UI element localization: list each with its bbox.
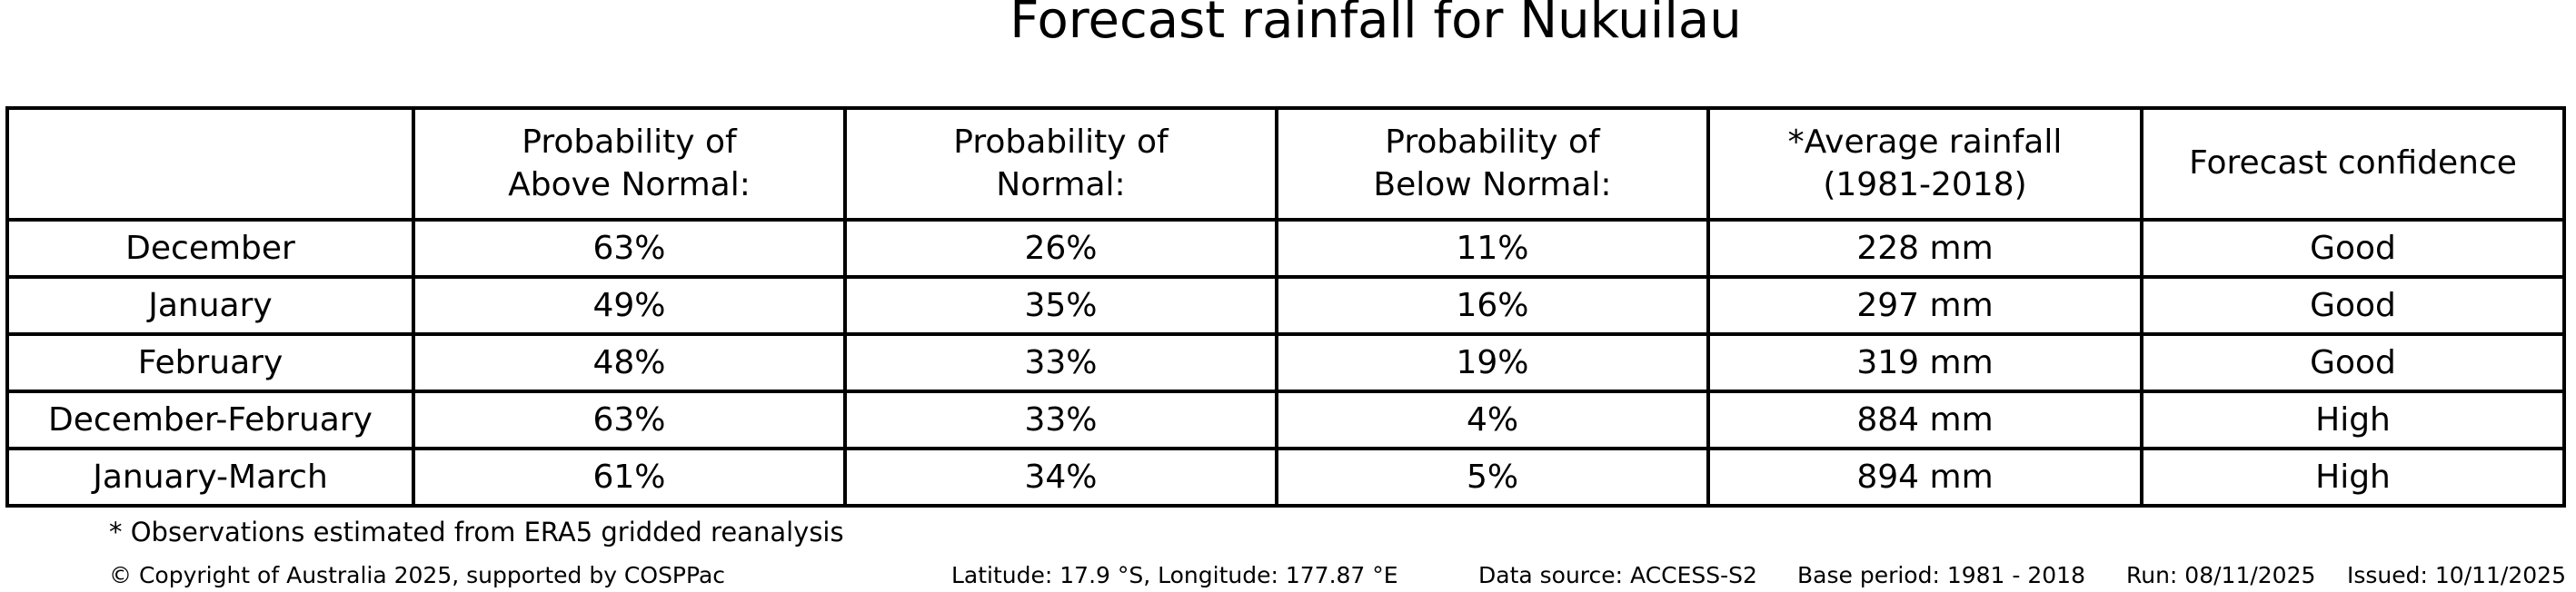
confidence-value: Good — [2140, 218, 2566, 279]
above-normal-value: 48% — [412, 332, 847, 393]
table-row-february: February 48% 33% 19% 319 mm Good — [5, 332, 2566, 393]
below-normal-value: 11% — [1275, 218, 1710, 279]
normal-value: 33% — [843, 332, 1278, 393]
period-label: December — [5, 218, 415, 279]
normal-value: 33% — [843, 390, 1278, 450]
footer-bar: © Copyright of Australia 2025, supported… — [0, 563, 2576, 592]
data-source-text: Data source: ACCESS-S2 — [1478, 562, 1757, 588]
confidence-value: Good — [2140, 275, 2566, 336]
confidence-value: High — [2140, 447, 2566, 508]
corner-cell — [5, 106, 415, 222]
normal-value: 34% — [843, 447, 1278, 508]
base-period-text: Base period: 1981 - 2018 — [1797, 562, 2085, 588]
above-normal-value: 63% — [412, 218, 847, 279]
average-rainfall-value: 319 mm — [1706, 332, 2143, 393]
above-normal-value: 49% — [412, 275, 847, 336]
average-rainfall-value: 228 mm — [1706, 218, 2143, 279]
run-date-text: Run: 08/11/2025 — [2126, 562, 2316, 588]
col-header-forecast-confidence: Forecast confidence — [2140, 106, 2566, 222]
observations-footnote: * Observations estimated from ERA5 gridd… — [109, 517, 844, 548]
issued-date-text: Issued: 10/11/2025 — [2347, 562, 2566, 588]
col-header-above-normal: Probability of Above Normal: — [412, 106, 847, 222]
period-label: January — [5, 275, 415, 336]
average-rainfall-value: 884 mm — [1706, 390, 2143, 450]
average-rainfall-value: 894 mm — [1706, 447, 2143, 508]
confidence-value: Good — [2140, 332, 2566, 393]
normal-value: 26% — [843, 218, 1278, 279]
above-normal-value: 63% — [412, 390, 847, 450]
period-label: December-February — [5, 390, 415, 450]
below-normal-value: 16% — [1275, 275, 1710, 336]
table-row-december-february: December-February 63% 33% 4% 884 mm High — [5, 390, 2566, 450]
copyright-text: © Copyright of Australia 2025, supported… — [109, 562, 726, 588]
period-label: January-March — [5, 447, 415, 508]
period-label: February — [5, 332, 415, 393]
col-header-below-normal: Probability of Below Normal: — [1275, 106, 1710, 222]
table-row-january: January 49% 35% 16% 297 mm Good — [5, 275, 2566, 336]
confidence-value: High — [2140, 390, 2566, 450]
below-normal-value: 4% — [1275, 390, 1710, 450]
col-header-normal: Probability of Normal: — [843, 106, 1278, 222]
page-title: Forecast rainfall for Nukuilau — [1010, 0, 1742, 50]
col-header-average-rainfall: *Average rainfall (1981-2018) — [1706, 106, 2143, 222]
forecast-table: Probability of Above Normal: Probability… — [5, 106, 2566, 508]
normal-value: 35% — [843, 275, 1278, 336]
lat-lon-text: Latitude: 17.9 °S, Longitude: 177.87 °E — [951, 562, 1398, 588]
above-normal-value: 61% — [412, 447, 847, 508]
table-row-december: December 63% 26% 11% 228 mm Good — [5, 218, 2566, 279]
below-normal-value: 19% — [1275, 332, 1710, 393]
average-rainfall-value: 297 mm — [1706, 275, 2143, 336]
table-row-january-march: January-March 61% 34% 5% 894 mm High — [5, 447, 2566, 508]
below-normal-value: 5% — [1275, 447, 1710, 508]
table-header-row: Probability of Above Normal: Probability… — [5, 106, 2566, 222]
